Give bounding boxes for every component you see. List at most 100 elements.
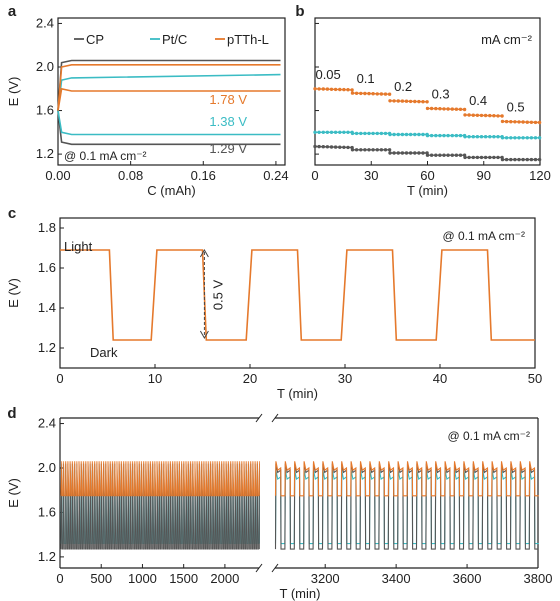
data-point xyxy=(417,99,421,104)
data-point xyxy=(375,148,379,152)
data-point xyxy=(400,151,405,155)
data-point xyxy=(317,144,321,149)
series-step-pTTh-L xyxy=(314,88,353,91)
data-point xyxy=(363,148,367,152)
panel-c-letter: c xyxy=(8,205,16,222)
panel-a-y-tick-label: 2.4 xyxy=(36,15,54,30)
data-point xyxy=(463,155,467,160)
panel-b-x-tick-label: 60 xyxy=(420,168,434,183)
data-point xyxy=(354,148,359,152)
data-point xyxy=(392,132,396,137)
data-point xyxy=(421,100,425,104)
data-point xyxy=(329,130,334,134)
data-point xyxy=(471,155,475,160)
panel-b-x-tick-label: 0 xyxy=(311,168,318,183)
data-point xyxy=(500,136,505,140)
data-point xyxy=(346,88,350,92)
data-point xyxy=(379,92,384,96)
data-point xyxy=(333,87,338,92)
panel-b-x-tick-label: 90 xyxy=(477,168,491,183)
data-point xyxy=(396,132,400,137)
data-point xyxy=(504,136,509,140)
data-point xyxy=(537,136,542,140)
data-point xyxy=(342,87,346,92)
data-point xyxy=(367,148,371,152)
panel-c-x-tick-label: 0 xyxy=(56,371,63,386)
data-point xyxy=(396,151,400,155)
panel-a-x-tick-label: 0.16 xyxy=(191,168,216,183)
series-discharge-pTTh-L xyxy=(57,87,281,111)
legend-label: CP xyxy=(86,32,104,47)
panel-c-y-tick-label: 1.2 xyxy=(38,340,56,355)
data-point xyxy=(338,145,342,149)
data-point xyxy=(383,148,388,152)
data-point xyxy=(338,130,342,134)
data-point xyxy=(458,153,463,157)
data-point xyxy=(513,120,517,124)
data-point xyxy=(413,99,417,104)
data-point xyxy=(509,157,513,162)
series-step-pTTh-L xyxy=(464,114,503,117)
data-point xyxy=(454,153,459,157)
series-charge-CP xyxy=(57,59,281,111)
panel-a-x-tick-label: 0.00 xyxy=(45,168,70,183)
data-point xyxy=(371,92,375,96)
data-point xyxy=(446,133,450,138)
axis-break-icon xyxy=(255,413,263,423)
panel-d-letter: d xyxy=(7,405,16,422)
panel-d-x-right-tick-label: 3200 xyxy=(311,571,340,586)
data-point xyxy=(496,135,500,139)
data-point xyxy=(483,113,488,118)
data-point xyxy=(467,113,471,117)
data-point xyxy=(488,113,492,118)
panel-d-x-right-tick-label: 3800 xyxy=(524,571,553,586)
series-charge-Pt/C xyxy=(57,73,281,111)
data-point xyxy=(367,131,371,136)
data-point xyxy=(479,113,484,118)
data-point xyxy=(488,135,492,139)
series-switching xyxy=(60,249,535,341)
annotation-light: Light xyxy=(64,239,93,254)
current-label: 0.3 xyxy=(432,86,450,101)
data-point xyxy=(521,157,525,162)
data-point xyxy=(438,153,442,157)
data-point xyxy=(442,153,446,157)
panel-c-x-tick-label: 40 xyxy=(433,371,447,386)
panel-c-x-tick-label: 30 xyxy=(338,371,352,386)
annotation-voltage: 1.78 V xyxy=(209,92,247,107)
data-point xyxy=(475,155,480,160)
data-point xyxy=(442,133,446,138)
data-point xyxy=(442,107,446,111)
data-point xyxy=(454,133,459,138)
data-point xyxy=(537,157,542,162)
panel-a-condition: @ 0.1 mA cm⁻² xyxy=(64,149,147,163)
data-point xyxy=(371,131,375,136)
data-point xyxy=(383,92,388,96)
data-point xyxy=(509,120,513,124)
data-point xyxy=(525,136,529,140)
data-point xyxy=(517,120,521,124)
data-point xyxy=(454,107,459,111)
panel-a-xlabel: C (mAh) xyxy=(147,183,195,198)
data-point xyxy=(434,153,438,157)
panel-c-xlabel: T (min) xyxy=(277,386,318,401)
data-point xyxy=(375,92,379,96)
data-point xyxy=(429,153,434,157)
data-point xyxy=(425,100,429,104)
data-point xyxy=(329,87,334,92)
panel-a-ylabel: E (V) xyxy=(6,77,21,107)
data-point xyxy=(521,120,525,124)
data-point xyxy=(375,131,379,136)
data-point xyxy=(350,91,355,95)
data-point xyxy=(413,132,417,137)
data-point xyxy=(333,130,338,134)
panel-a-y-tick-label: 2.0 xyxy=(36,59,54,74)
current-label: 0.4 xyxy=(469,93,487,108)
panel-b-letter: b xyxy=(295,3,304,20)
panel-c-x-tick-label: 50 xyxy=(528,371,542,386)
series-discharge-Pt/C xyxy=(57,110,281,136)
series-charge-pTTh-L xyxy=(57,64,281,111)
data-point xyxy=(513,136,517,140)
series-step-pTTh-L xyxy=(352,92,391,95)
data-point xyxy=(529,157,534,162)
